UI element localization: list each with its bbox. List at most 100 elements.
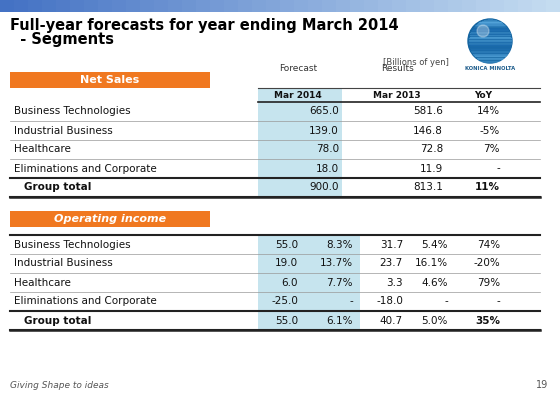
Text: 18.0: 18.0 [316, 164, 339, 173]
Text: 16.1%: 16.1% [415, 259, 448, 268]
Bar [98, 0, 113, 12]
Text: 35%: 35% [475, 316, 500, 326]
Text: 14%: 14% [477, 107, 500, 116]
Text: -18.0: -18.0 [376, 297, 403, 307]
Text: -25.0: -25.0 [271, 297, 298, 307]
Bar [154, 0, 169, 12]
Bar [322, 0, 337, 12]
Text: Giving Shape to ideas: Giving Shape to ideas [10, 381, 109, 390]
Bar [258, 178, 342, 197]
Circle shape [468, 19, 512, 63]
Bar [350, 0, 365, 12]
Text: -20%: -20% [473, 259, 500, 268]
Text: Mar 2014: Mar 2014 [274, 91, 322, 99]
Bar [258, 102, 342, 121]
Bar [546, 0, 560, 12]
Text: Industrial Business: Industrial Business [14, 126, 113, 135]
Text: 8.3%: 8.3% [326, 240, 353, 249]
Bar [196, 0, 211, 12]
Circle shape [477, 25, 489, 37]
Bar [294, 0, 309, 12]
Text: -: - [496, 164, 500, 173]
Text: 3.3: 3.3 [386, 278, 403, 287]
Text: Operating income: Operating income [54, 214, 166, 224]
Text: -: - [444, 297, 448, 307]
Bar [126, 0, 141, 12]
Bar [258, 121, 342, 140]
Bar [210, 0, 225, 12]
Text: 13.7%: 13.7% [320, 259, 353, 268]
Bar [70, 0, 85, 12]
Bar [504, 0, 519, 12]
Text: 79%: 79% [477, 278, 500, 287]
Text: 900.0: 900.0 [310, 183, 339, 192]
Text: Industrial Business: Industrial Business [14, 259, 113, 268]
Bar [56, 0, 71, 12]
Text: 6.0: 6.0 [282, 278, 298, 287]
Text: Business Technologies: Business Technologies [14, 107, 130, 116]
Text: 19.0: 19.0 [275, 259, 298, 268]
Text: 74%: 74% [477, 240, 500, 249]
Bar [84, 0, 99, 12]
Bar [258, 292, 360, 311]
Text: -: - [496, 297, 500, 307]
Bar [336, 0, 351, 12]
Text: 40.7: 40.7 [380, 316, 403, 326]
Bar [14, 0, 29, 12]
Bar [434, 0, 449, 12]
Text: Forecast: Forecast [279, 64, 317, 73]
Bar [420, 0, 435, 12]
Bar [406, 0, 421, 12]
Text: 55.0: 55.0 [275, 316, 298, 326]
Text: 78.0: 78.0 [316, 145, 339, 154]
Bar [280, 0, 295, 12]
Text: 11.9: 11.9 [420, 164, 443, 173]
Text: Full-year forecasts for year ending March 2014: Full-year forecasts for year ending Marc… [10, 18, 399, 33]
Text: 665.0: 665.0 [309, 107, 339, 116]
Text: 11%: 11% [475, 183, 500, 192]
Bar [258, 140, 342, 159]
Text: KONICA MINOLTA: KONICA MINOLTA [465, 66, 515, 71]
Bar [364, 0, 379, 12]
Bar [518, 0, 533, 12]
Text: 5.0%: 5.0% [422, 316, 448, 326]
Text: Net Sales: Net Sales [81, 75, 139, 85]
Bar [490, 0, 505, 12]
Bar [238, 0, 253, 12]
Text: -: - [349, 297, 353, 307]
Bar [462, 0, 477, 12]
Text: Group total: Group total [24, 316, 91, 326]
Bar [258, 88, 342, 102]
Bar [308, 0, 323, 12]
Text: 72.8: 72.8 [420, 145, 443, 154]
Bar [168, 0, 183, 12]
Bar [258, 273, 360, 292]
Bar [448, 0, 463, 12]
Text: 139.0: 139.0 [309, 126, 339, 135]
Text: 6.1%: 6.1% [326, 316, 353, 326]
Text: 5.4%: 5.4% [422, 240, 448, 249]
Text: 581.6: 581.6 [413, 107, 443, 116]
Bar [392, 0, 407, 12]
Bar [224, 0, 239, 12]
Text: 19: 19 [536, 380, 548, 390]
Text: 4.6%: 4.6% [422, 278, 448, 287]
Text: Business Technologies: Business Technologies [14, 240, 130, 249]
Bar [0, 0, 15, 12]
Bar [28, 0, 43, 12]
Bar [476, 0, 491, 12]
Bar [258, 311, 360, 330]
Bar [258, 235, 360, 254]
Bar [42, 0, 57, 12]
Bar [252, 0, 267, 12]
Text: 23.7: 23.7 [380, 259, 403, 268]
Bar [258, 159, 342, 178]
Text: 31.7: 31.7 [380, 240, 403, 249]
Text: Mar 2013: Mar 2013 [373, 91, 421, 99]
Bar [10, 72, 210, 88]
Text: 55.0: 55.0 [275, 240, 298, 249]
Text: [Billions of yen]: [Billions of yen] [383, 58, 449, 67]
Text: Results: Results [381, 64, 413, 73]
Text: YoY: YoY [474, 91, 492, 99]
Text: 813.1: 813.1 [413, 183, 443, 192]
